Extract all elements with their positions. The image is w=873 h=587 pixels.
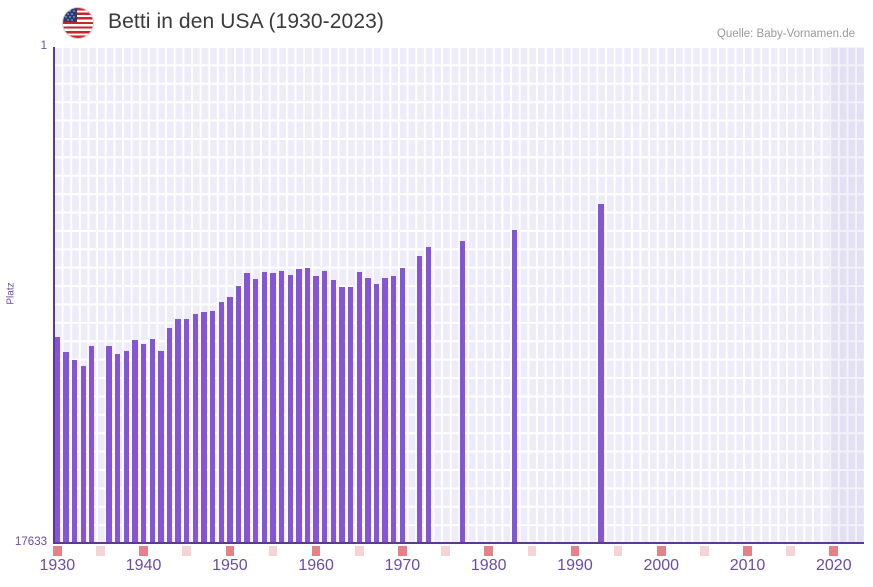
- bar: [158, 351, 164, 544]
- bar-series: [53, 47, 864, 544]
- x-axis-tick-label: 1960: [298, 557, 334, 574]
- x-axis-tick-label: 2020: [816, 557, 852, 574]
- bar: [322, 270, 328, 544]
- x-axis-tick-label: 1930: [39, 557, 76, 574]
- x-tick-major: [53, 546, 62, 556]
- x-axis-tick-label: 1990: [557, 557, 593, 574]
- x-tick-minor: [96, 546, 105, 556]
- x-axis-tick-label: 2010: [729, 557, 766, 574]
- bar: [201, 311, 207, 544]
- bar: [382, 277, 388, 544]
- x-tick-minor: [786, 546, 795, 556]
- bar: [347, 286, 354, 544]
- bar: [253, 278, 259, 544]
- y-axis-bottom-tick: 17633: [15, 536, 47, 548]
- bar: [106, 345, 112, 544]
- bar: [209, 310, 216, 544]
- x-tick-minor: [268, 546, 278, 556]
- bar: [261, 272, 268, 544]
- page-title: Betti in den USA (1930-2023): [108, 10, 384, 33]
- x-tick-major: [829, 546, 839, 556]
- bar: [511, 230, 518, 544]
- x-tick-major: [570, 546, 580, 556]
- bar: [192, 314, 199, 544]
- us-flag-icon: [63, 8, 93, 38]
- x-tick-minor: [700, 546, 709, 556]
- bar: [270, 273, 276, 544]
- x-tick-major: [484, 546, 493, 556]
- bar: [80, 365, 86, 544]
- x-tick-major: [311, 546, 321, 556]
- x-axis-labels: 1930 1940 1950 1960 1970 1980 1990 2000 2010 2020: [0, 557, 873, 583]
- x-tick-major: [225, 546, 235, 556]
- bar: [313, 275, 319, 544]
- bar: [184, 319, 190, 544]
- flag-canton: [63, 8, 77, 22]
- chart-header: Betti in den USA (1930-2023) Quelle: Bab…: [0, 0, 873, 46]
- bar: [132, 340, 138, 544]
- bar: [356, 272, 362, 544]
- x-tick-minor: [527, 546, 537, 556]
- bar: [399, 267, 406, 544]
- bar: [287, 274, 293, 544]
- bar: [296, 269, 302, 544]
- bar: [227, 296, 233, 544]
- x-tick-minor: [182, 546, 192, 556]
- bar: [425, 247, 431, 544]
- bar: [115, 353, 121, 544]
- x-tick-minor: [613, 546, 623, 556]
- bar: [417, 256, 423, 544]
- bar: [166, 327, 173, 544]
- bar: [373, 283, 380, 544]
- bar: [244, 273, 250, 544]
- bar: [175, 318, 181, 544]
- y-axis-title: Platz: [5, 282, 17, 305]
- bar: [278, 271, 285, 544]
- y-axis-top-tick: 1: [40, 40, 47, 52]
- bar: [123, 351, 129, 544]
- x-axis-tick-label: 1970: [384, 557, 421, 574]
- bar: [140, 344, 147, 544]
- bar: [339, 286, 345, 544]
- x-axis-ticks: [53, 546, 864, 556]
- x-axis-tick-label: 2000: [643, 557, 680, 574]
- x-axis-tick-label: 1950: [212, 557, 248, 574]
- x-axis-line: [53, 542, 864, 544]
- x-tick-minor: [441, 546, 450, 556]
- bar: [365, 278, 371, 544]
- bar: [54, 336, 60, 544]
- x-tick-major: [743, 546, 752, 556]
- x-axis-tick-label: 1940: [125, 557, 162, 574]
- x-tick-major: [139, 546, 148, 556]
- bar: [460, 240, 466, 544]
- bar: [304, 267, 311, 544]
- x-axis-tick-label: 1980: [470, 557, 507, 574]
- bar: [391, 276, 397, 544]
- bar: [218, 301, 224, 544]
- bar: [235, 286, 242, 544]
- x-tick-major: [398, 546, 407, 556]
- bar: [63, 351, 69, 544]
- bar: [330, 280, 337, 544]
- bar: [598, 203, 604, 544]
- plot-area: [53, 47, 864, 544]
- bar: [71, 360, 78, 544]
- bar: [89, 345, 95, 544]
- y-axis-line: [53, 47, 55, 544]
- source-label: Quelle: Baby-Vornamen.de: [716, 28, 855, 40]
- x-tick-major: [656, 546, 666, 556]
- bar: [149, 338, 155, 544]
- x-tick-minor: [354, 546, 364, 556]
